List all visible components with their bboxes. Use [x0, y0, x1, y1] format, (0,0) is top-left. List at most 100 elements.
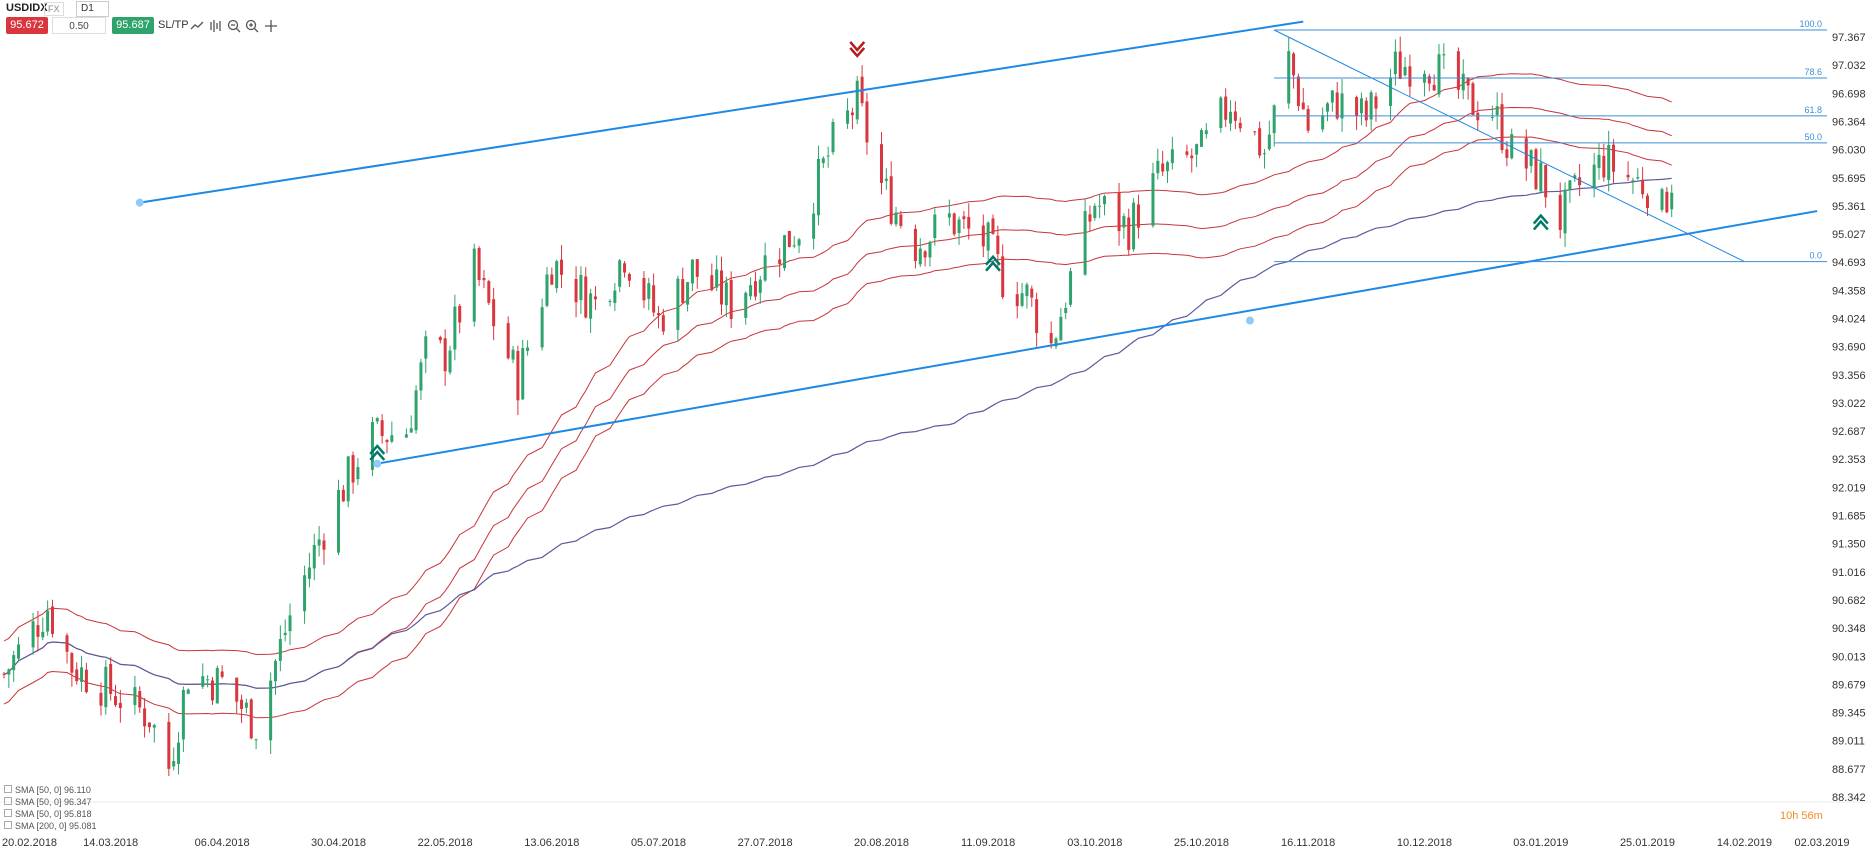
y-tick-label: 92.687 [1832, 426, 1866, 438]
bear-candle [865, 101, 869, 143]
trendline-handle[interactable] [1245, 316, 1254, 325]
legend-item[interactable]: SMA [50, 0] 96.347 [4, 796, 97, 808]
buy-price-button[interactable]: 95.687 [112, 17, 154, 34]
bull-candle [41, 631, 45, 638]
bear-candle [1001, 256, 1005, 298]
bear-candle [84, 669, 88, 693]
bull-candle [715, 269, 719, 288]
indicators-icon[interactable] [208, 18, 224, 34]
bull-candle [133, 687, 137, 705]
bull-candle [676, 278, 680, 330]
bull-candle [1510, 134, 1514, 159]
bear-candle [962, 216, 966, 220]
sma-50-middle-line [3, 106, 1672, 689]
sell-signal-icon [849, 41, 866, 58]
bull-candle [1359, 98, 1363, 114]
x-tick-label: 13.06.2018 [524, 837, 579, 849]
bear-candle [627, 273, 631, 281]
bull-candle [831, 122, 835, 153]
bear-candle [167, 721, 171, 769]
bull-candle [1199, 130, 1203, 147]
chart-type-icon[interactable] [189, 18, 205, 34]
x-tick-label: 05.07.2018 [631, 837, 686, 849]
bull-candle [918, 248, 922, 265]
bear-candle [1427, 76, 1431, 84]
lower-trendline[interactable] [377, 210, 1818, 465]
bear-candle [1030, 288, 1034, 298]
bear-candle [482, 277, 486, 281]
bull-candle [812, 213, 816, 239]
bear-candle [720, 270, 724, 305]
x-tick-label: 25.10.2018 [1174, 837, 1229, 849]
trendline-handle[interactable] [135, 198, 144, 207]
bull-candle [783, 235, 787, 269]
bull-candle [244, 702, 248, 708]
y-tick-label: 90.348 [1832, 623, 1866, 635]
bear-candle [996, 235, 1000, 254]
sltp-button[interactable]: SL/TP [158, 19, 189, 31]
bull-candle [1592, 164, 1596, 188]
y-tick-label: 90.013 [1832, 651, 1866, 663]
bull-candle [1442, 54, 1446, 56]
bull-candle [1132, 202, 1136, 250]
y-tick-label: 96.698 [1832, 88, 1866, 100]
fibonacci-trendline[interactable] [1273, 29, 1745, 263]
bear-candle [1456, 51, 1460, 90]
bull-candle [390, 435, 394, 442]
legend-item[interactable]: SMA [50, 0] 95.818 [4, 808, 97, 820]
bull-candle [288, 615, 292, 632]
bear-candle [652, 285, 656, 313]
bear-candle [1355, 97, 1359, 117]
bull-candle [1490, 116, 1494, 118]
bull-candle [1166, 162, 1170, 172]
x-tick-label: 02.03.2019 [1794, 837, 1849, 849]
y-tick-label: 93.022 [1832, 398, 1866, 410]
bear-candle [1161, 163, 1165, 172]
bull-candle [1195, 144, 1199, 155]
bull-candle [1219, 97, 1223, 129]
crosshair-icon[interactable] [263, 18, 279, 34]
legend-item[interactable]: SMA [50, 0] 96.110 [4, 784, 97, 796]
bear-candle [1253, 131, 1257, 133]
symbol-label[interactable]: USDIDX [6, 2, 48, 14]
bear-candle [341, 489, 345, 502]
bull-candle [1563, 189, 1567, 234]
volume-input[interactable]: 0.50 [52, 17, 106, 34]
bear-candle [967, 216, 971, 229]
sell-price-button[interactable]: 95.672 [6, 17, 48, 34]
timeframe-select[interactable]: D1 [76, 1, 109, 17]
bull-candle [1340, 93, 1344, 119]
buy-signal-icon [985, 254, 1001, 272]
bull-candle [1389, 77, 1393, 106]
zoom-in-icon[interactable] [244, 18, 260, 34]
x-tick-label: 03.10.2018 [1067, 837, 1122, 849]
bull-candle [1631, 180, 1635, 182]
bull-candle [1403, 66, 1407, 76]
y-tick-label: 94.358 [1832, 285, 1866, 297]
bear-candle [778, 259, 782, 265]
x-tick-label: 30.04.2018 [311, 837, 366, 849]
bear-candle [438, 337, 442, 341]
bear-candle [477, 248, 481, 281]
bull-candle [1670, 192, 1674, 210]
bear-candle [913, 228, 917, 262]
y-tick-label: 91.685 [1832, 510, 1866, 522]
bull-candle [1437, 54, 1441, 95]
bull-candle [690, 259, 694, 284]
bear-candle [351, 455, 355, 483]
buy-signal-icon [1532, 213, 1549, 231]
bull-candle [472, 248, 476, 322]
upper-trendline[interactable] [139, 20, 1304, 204]
bull-candle [307, 567, 311, 579]
bull-candle [797, 239, 801, 246]
bull-candle [884, 178, 888, 181]
bull-candle [404, 434, 408, 438]
bear-candle [143, 708, 147, 727]
trendline-handle[interactable] [373, 459, 382, 468]
bull-candle [511, 349, 515, 360]
legend-item[interactable]: SMA [200, 0] 95.081 [4, 820, 97, 832]
bear-candle [235, 677, 239, 702]
zoom-out-icon[interactable] [226, 18, 242, 34]
fib-level-label: 0.0 [1809, 251, 1822, 261]
